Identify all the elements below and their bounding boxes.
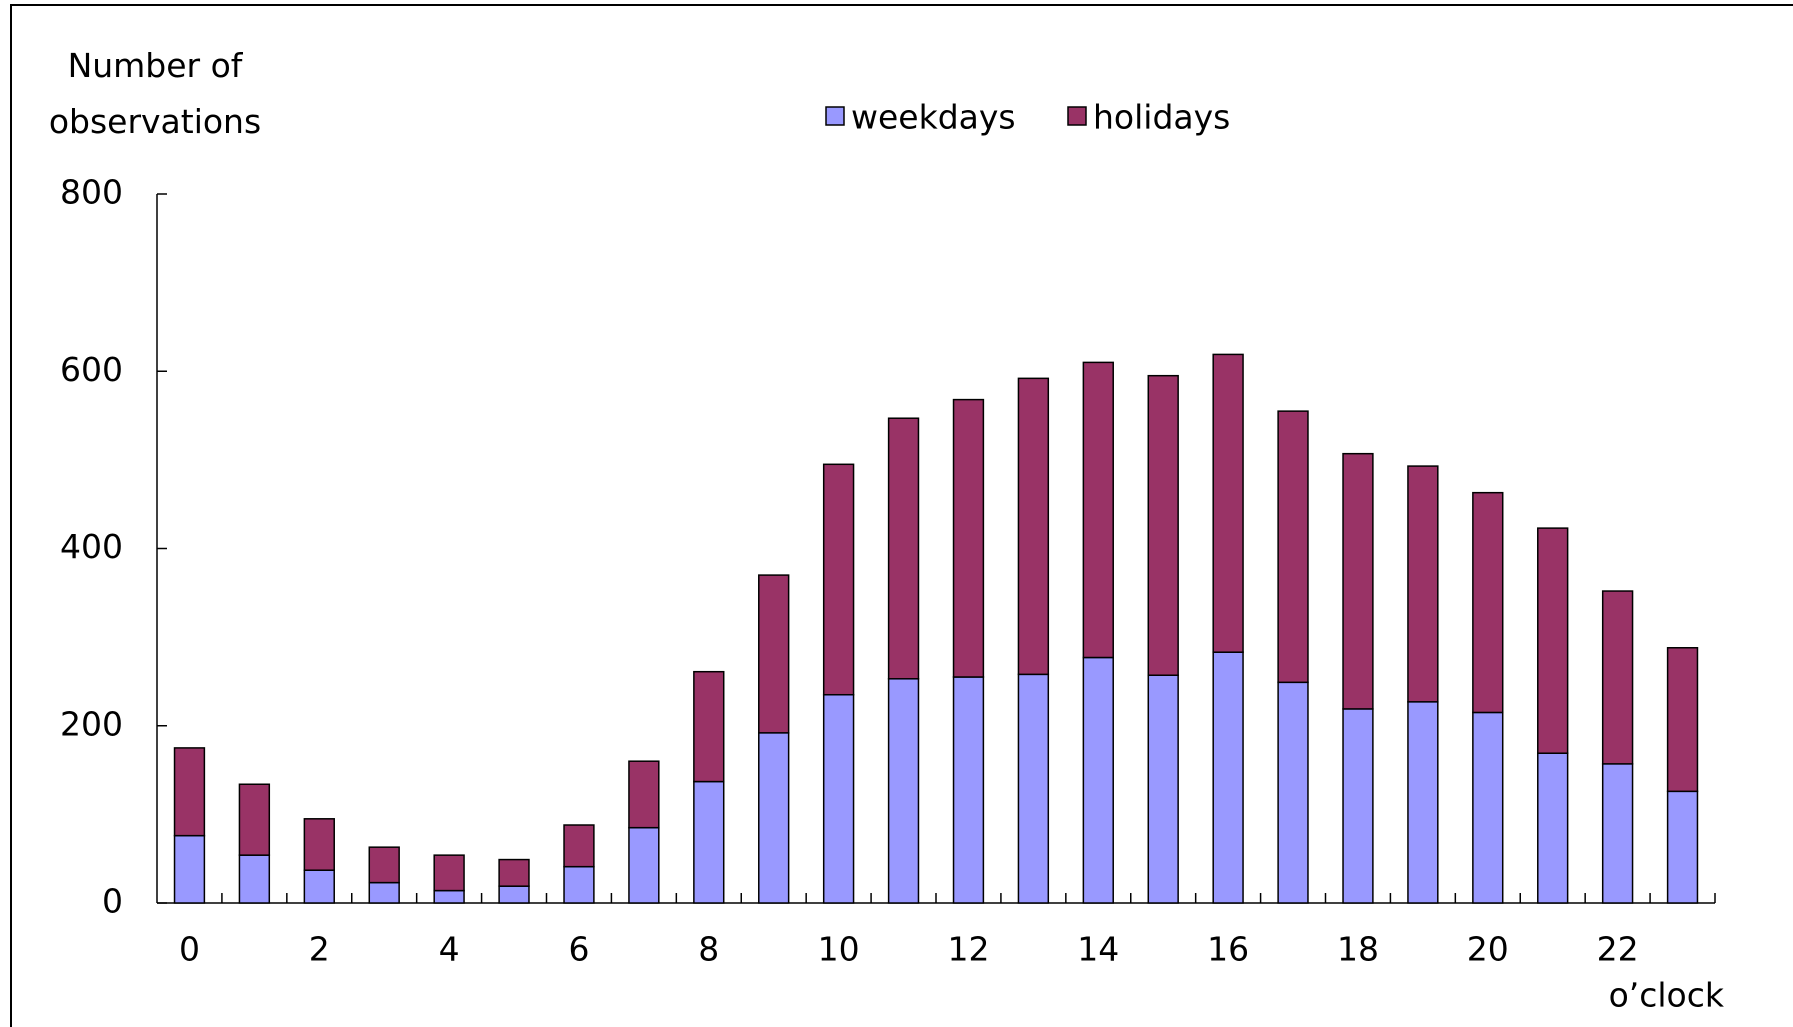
legend-swatch — [825, 106, 845, 126]
bar-segment — [822, 463, 855, 696]
bar-segment — [1277, 681, 1309, 904]
bar-segment — [887, 678, 920, 904]
bar-segment — [758, 574, 790, 734]
x-tick-label: 12 — [947, 930, 989, 969]
bar-segment — [303, 869, 335, 904]
bar-segment — [238, 783, 271, 856]
x-tick-label: 18 — [1337, 930, 1379, 969]
y-tick-label: 600 — [60, 350, 123, 389]
bar-segment — [173, 747, 206, 837]
bar-segment — [1472, 711, 1504, 904]
x-tick-label: 10 — [818, 930, 860, 969]
bar-segment — [693, 670, 725, 783]
bar-segment — [693, 780, 725, 904]
y-tick-label: 0 — [102, 882, 123, 921]
bar-segment — [1212, 651, 1244, 904]
bar-segment — [563, 824, 595, 868]
y-tick-label: 400 — [60, 527, 123, 566]
bar-segment — [368, 881, 400, 904]
bar-segment — [1666, 790, 1699, 904]
bar-segment — [1017, 377, 1050, 676]
bar-segment — [758, 732, 790, 904]
bar-segment — [952, 676, 985, 904]
bar-segment — [433, 854, 465, 892]
bar-segment — [1407, 465, 1439, 703]
bar-segment — [1601, 763, 1634, 904]
y-tick-label: 800 — [60, 173, 123, 212]
bar-segment — [563, 865, 595, 904]
bar-segment — [1537, 527, 1569, 754]
bar-segment — [498, 858, 530, 887]
bar-segment — [368, 846, 400, 884]
bar-segment — [1277, 410, 1309, 684]
legend-label: holidays — [1093, 98, 1230, 137]
legend-label: weekdays — [851, 98, 1016, 137]
bar-segment — [433, 889, 465, 904]
y-axis-label: Number of observations — [48, 46, 262, 141]
x-tick-label: 22 — [1597, 930, 1639, 969]
bar-segment — [1147, 674, 1179, 904]
bar-segment — [1666, 647, 1699, 793]
bar-segment — [822, 693, 855, 904]
bar-segment — [1017, 673, 1050, 904]
bar-segment — [1147, 374, 1179, 676]
bar-segment — [1537, 752, 1569, 904]
bar-segment — [1342, 452, 1374, 710]
bar-segment — [628, 826, 660, 904]
bar-segment — [1082, 361, 1114, 659]
legend-swatch — [1067, 106, 1087, 126]
bar-segment — [887, 417, 920, 680]
x-tick-label: 0 — [179, 930, 200, 969]
x-tick-label: 6 — [568, 930, 589, 969]
bar-segment — [628, 760, 660, 829]
bar-segment — [238, 854, 271, 904]
x-tick-label: 14 — [1077, 930, 1119, 969]
x-tick-label: 20 — [1467, 930, 1509, 969]
bar-segment — [1342, 708, 1374, 904]
bar-segment — [1601, 590, 1634, 765]
x-axis-label: o’clock — [1609, 976, 1725, 1015]
bar-segment — [1082, 656, 1114, 904]
bar-segment — [173, 834, 206, 904]
bar-segment — [498, 885, 530, 904]
bar-segment — [303, 818, 335, 871]
frame — [10, 4, 1793, 1027]
x-tick-label: 16 — [1207, 930, 1249, 969]
y-tick-label: 200 — [60, 704, 123, 743]
bar-segment — [1212, 353, 1244, 653]
x-tick-label: 8 — [698, 930, 719, 969]
bar-segment — [1407, 701, 1439, 904]
bar-segment — [952, 398, 985, 678]
x-tick-label: 4 — [439, 930, 460, 969]
bar-segment — [1472, 491, 1504, 714]
x-tick-label: 2 — [309, 930, 330, 969]
